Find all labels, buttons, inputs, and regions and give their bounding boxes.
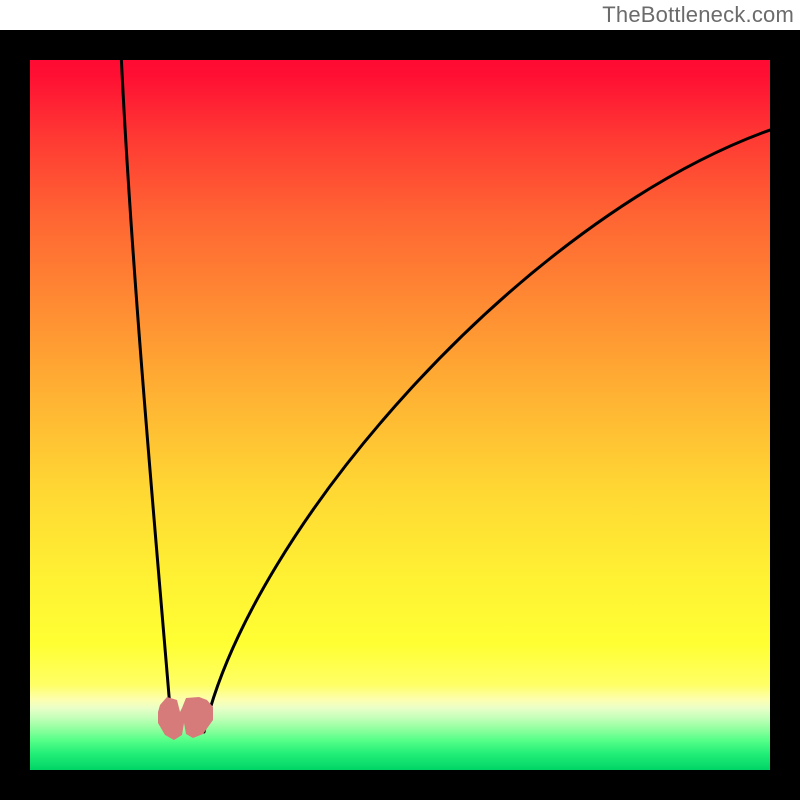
chart-stage: TheBottleneck.com bbox=[0, 0, 800, 800]
bottleneck-chart bbox=[0, 0, 800, 800]
